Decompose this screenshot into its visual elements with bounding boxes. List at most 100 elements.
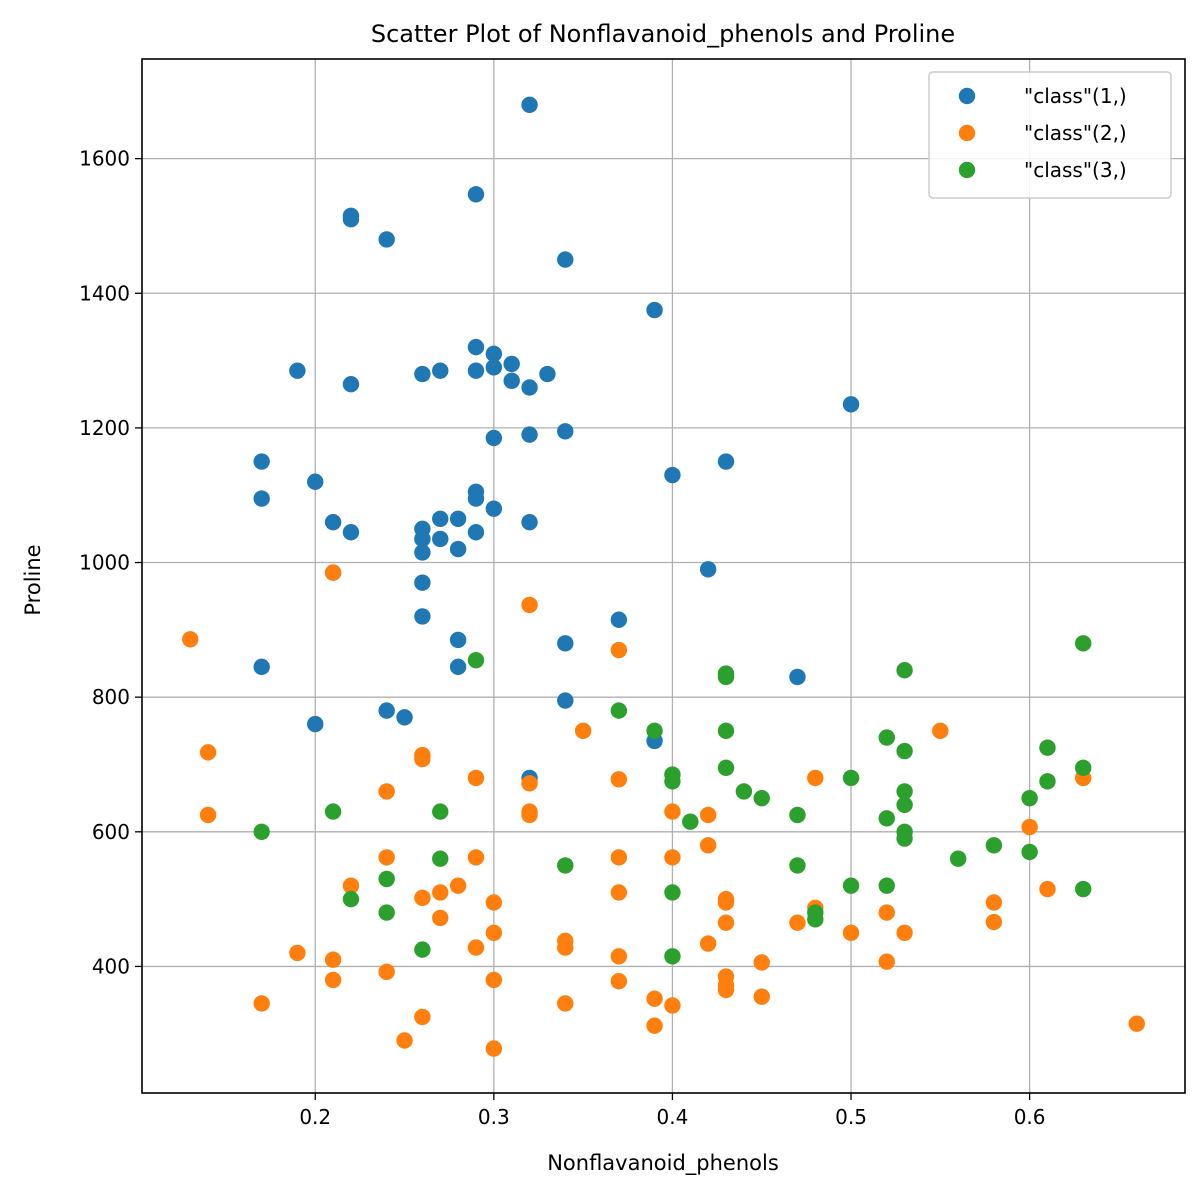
data-point xyxy=(342,877,360,894)
legend-label: "class"(2,) xyxy=(1024,121,1127,145)
data-point xyxy=(199,744,217,761)
data-point xyxy=(610,849,628,866)
data-point xyxy=(896,796,913,814)
data-point xyxy=(646,990,663,1007)
data-point xyxy=(807,769,824,787)
data-point xyxy=(449,877,467,894)
grid-lines xyxy=(142,59,1185,1093)
data-point xyxy=(557,939,574,956)
data-point xyxy=(985,837,1003,854)
data-point xyxy=(717,894,735,911)
data-point xyxy=(253,823,270,841)
data-point xyxy=(467,769,485,787)
data-point xyxy=(414,574,431,591)
data-point xyxy=(1039,773,1056,790)
data-point xyxy=(449,631,467,649)
data-point xyxy=(342,524,360,541)
data-point xyxy=(664,884,681,901)
y-tick-label: 400 xyxy=(92,954,130,978)
data-point xyxy=(717,453,735,470)
data-point xyxy=(289,944,306,962)
data-point xyxy=(432,362,449,379)
series-3 xyxy=(253,635,1092,965)
y-tick-label: 1200 xyxy=(79,416,130,440)
data-point xyxy=(557,857,574,874)
data-point xyxy=(717,759,735,777)
data-point xyxy=(664,948,681,965)
data-point xyxy=(414,608,431,625)
data-point xyxy=(503,355,520,373)
data-point xyxy=(717,981,735,999)
data-point xyxy=(414,750,431,768)
data-point xyxy=(574,722,592,740)
y-tick-label: 800 xyxy=(92,685,130,709)
legend-label: "class"(1,) xyxy=(1024,84,1127,108)
data-point xyxy=(610,884,628,901)
data-point xyxy=(1021,818,1038,836)
data-point xyxy=(467,849,485,866)
data-point xyxy=(414,544,431,561)
data-point xyxy=(521,806,538,824)
data-point xyxy=(414,889,431,906)
data-point xyxy=(878,810,895,827)
data-point xyxy=(878,877,895,894)
data-point xyxy=(610,948,628,965)
y-tick-label: 600 xyxy=(92,820,130,844)
data-point xyxy=(842,396,860,413)
data-point xyxy=(699,806,717,824)
data-point xyxy=(307,473,324,490)
data-point xyxy=(1075,759,1092,777)
data-point xyxy=(664,849,681,866)
data-point xyxy=(557,635,574,652)
data-point xyxy=(503,372,520,389)
data-point xyxy=(842,877,860,894)
data-point xyxy=(610,641,628,659)
y-tick-label: 1400 xyxy=(79,281,130,305)
legend-marker xyxy=(958,87,976,105)
data-point xyxy=(896,830,913,847)
data-point xyxy=(432,850,449,867)
data-point xyxy=(378,870,395,888)
data-point xyxy=(557,995,574,1012)
y-axis-label: Proline xyxy=(21,544,45,615)
y-tick-label: 1600 xyxy=(79,147,130,171)
data-point xyxy=(789,806,806,824)
data-point xyxy=(253,453,270,470)
data-point xyxy=(378,849,395,866)
data-point xyxy=(378,702,395,719)
data-point xyxy=(539,365,556,383)
data-point xyxy=(664,466,681,484)
data-point xyxy=(717,722,735,740)
data-point xyxy=(182,631,199,648)
data-point xyxy=(378,904,395,921)
data-point xyxy=(717,914,735,931)
legend-label: "class"(3,) xyxy=(1024,158,1127,182)
data-point xyxy=(432,884,449,901)
data-point xyxy=(521,426,538,443)
data-point xyxy=(699,561,717,578)
data-point xyxy=(1021,843,1038,861)
data-point xyxy=(432,803,449,820)
data-point xyxy=(878,729,895,746)
data-point xyxy=(289,362,306,379)
data-point xyxy=(949,850,967,867)
data-point xyxy=(1128,1015,1145,1032)
data-point xyxy=(449,540,467,558)
data-point xyxy=(557,423,574,440)
data-point xyxy=(717,668,735,686)
data-point xyxy=(324,513,342,531)
data-point xyxy=(699,935,717,952)
series-1 xyxy=(253,96,860,787)
data-point xyxy=(307,715,324,733)
data-point xyxy=(521,96,538,113)
data-points xyxy=(182,96,1145,1057)
data-point xyxy=(878,953,895,970)
data-point xyxy=(253,658,270,676)
data-point xyxy=(789,857,806,874)
data-point xyxy=(485,894,503,911)
data-point xyxy=(467,490,485,507)
data-point xyxy=(664,803,681,820)
data-point xyxy=(467,186,485,203)
data-point xyxy=(807,911,824,928)
data-point xyxy=(878,904,895,921)
